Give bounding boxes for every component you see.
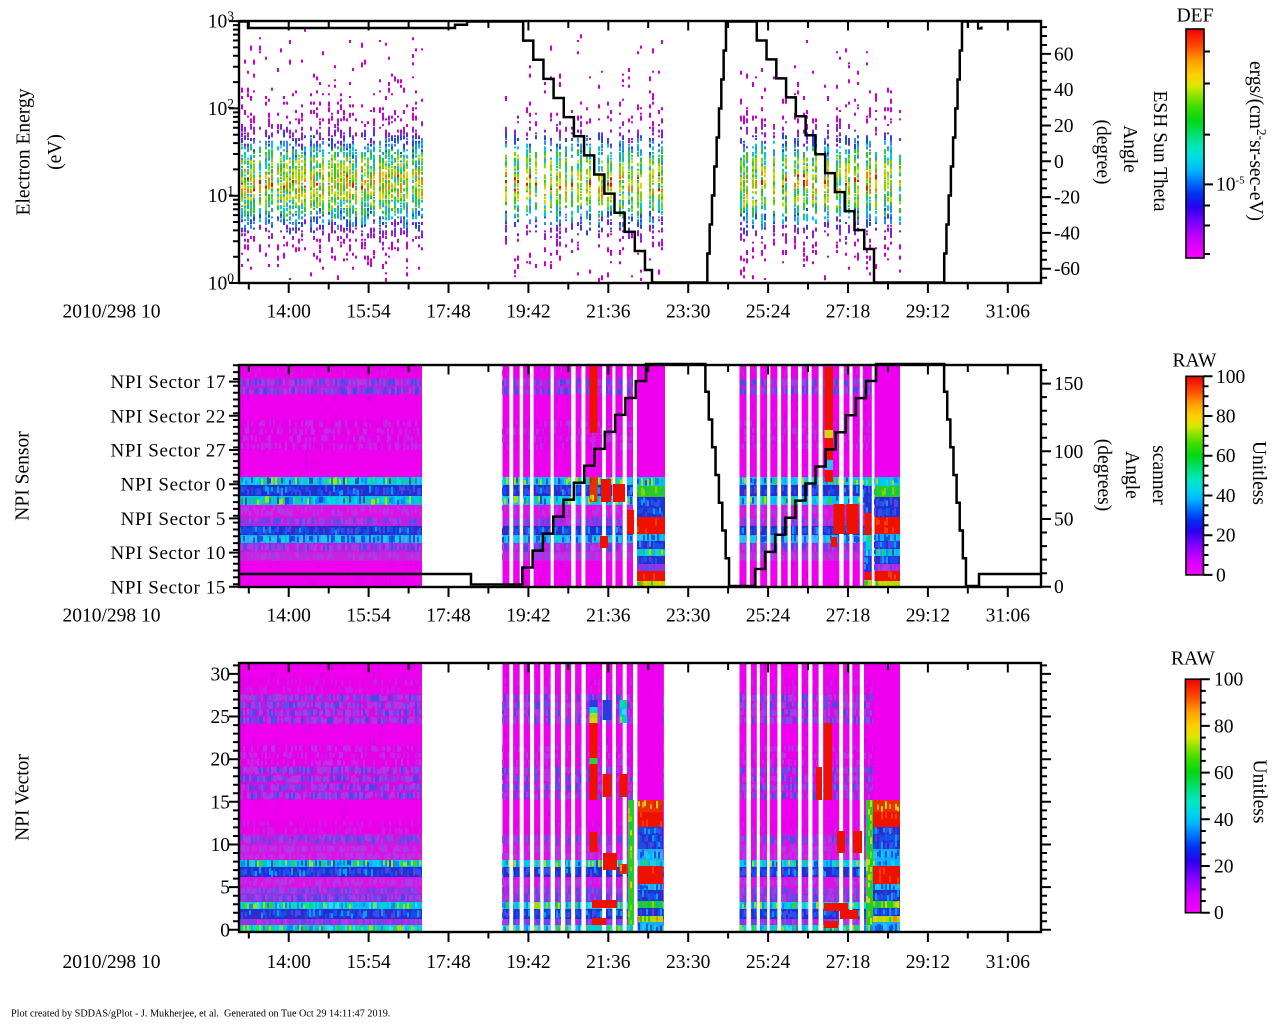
- svg-text:(eV): (eV): [45, 134, 66, 170]
- svg-text:21:36: 21:36: [586, 302, 631, 323]
- svg-text:40: 40: [1054, 80, 1074, 101]
- svg-text:23:30: 23:30: [666, 302, 710, 323]
- svg-text:100: 100: [1216, 367, 1245, 388]
- svg-text:60: 60: [1214, 763, 1234, 784]
- svg-text:17:48: 17:48: [426, 606, 470, 627]
- svg-text:150: 150: [1054, 374, 1083, 395]
- svg-text:0: 0: [1214, 903, 1224, 924]
- svg-text:31:06: 31:06: [986, 302, 1031, 323]
- svg-text:2010/298 10: 2010/298 10: [63, 302, 161, 323]
- svg-text:0: 0: [1054, 152, 1064, 173]
- svg-text:Electron Energy: Electron Energy: [14, 88, 35, 215]
- svg-text:NPI Sector 15: NPI Sector 15: [111, 577, 226, 598]
- svg-text:25: 25: [211, 707, 231, 728]
- svg-text:23:30: 23:30: [666, 606, 710, 627]
- svg-text:40: 40: [1214, 810, 1234, 831]
- svg-text:Unitless: Unitless: [1248, 441, 1269, 505]
- svg-text:10: 10: [211, 835, 231, 856]
- svg-text:15: 15: [211, 792, 231, 813]
- svg-text:(degree): (degree): [1092, 120, 1113, 185]
- svg-text:Unitless: Unitless: [1249, 760, 1270, 824]
- svg-text:30: 30: [211, 664, 231, 685]
- svg-text:RAW: RAW: [1171, 649, 1216, 670]
- svg-text:2010/298 10: 2010/298 10: [63, 952, 161, 973]
- svg-text:40: 40: [1216, 486, 1236, 507]
- svg-text:NPI Sector 22: NPI Sector 22: [111, 406, 226, 427]
- svg-text:100: 100: [1214, 670, 1243, 691]
- svg-text:25:24: 25:24: [746, 302, 791, 323]
- svg-text:scanner: scanner: [1148, 445, 1169, 505]
- svg-text:27:18: 27:18: [826, 302, 870, 323]
- svg-text:Plot created by SDDAS/gPlot -: Plot created by SDDAS/gPlot - J. Mukherj…: [11, 1009, 390, 1020]
- svg-text:20: 20: [1054, 116, 1074, 137]
- svg-text:14:00: 14:00: [266, 302, 310, 323]
- svg-text:20: 20: [211, 750, 231, 771]
- svg-text:Angle: Angle: [1119, 125, 1140, 173]
- svg-text:20: 20: [1216, 526, 1236, 547]
- svg-text:15:54: 15:54: [346, 952, 391, 973]
- svg-text:ergs/(cm2-sr-sec-eV): ergs/(cm2-sr-sec-eV): [1245, 61, 1269, 221]
- svg-text:25:24: 25:24: [746, 606, 791, 627]
- svg-text:RAW: RAW: [1173, 351, 1218, 372]
- svg-text:14:00: 14:00: [266, 606, 310, 627]
- svg-text:60: 60: [1216, 446, 1236, 467]
- svg-text:5: 5: [220, 878, 230, 899]
- svg-text:17:48: 17:48: [426, 952, 470, 973]
- svg-text:0: 0: [1216, 565, 1226, 586]
- svg-text:29:12: 29:12: [906, 952, 950, 973]
- svg-text:100: 100: [1054, 442, 1083, 463]
- svg-text:NPI Sector 10: NPI Sector 10: [111, 543, 226, 564]
- svg-text:-40: -40: [1054, 223, 1080, 244]
- svg-text:80: 80: [1216, 407, 1236, 428]
- svg-text:NPI Sensor: NPI Sensor: [13, 431, 34, 521]
- svg-text:31:06: 31:06: [986, 606, 1031, 627]
- svg-text:NPI Vector: NPI Vector: [13, 754, 34, 841]
- svg-text:-60: -60: [1054, 259, 1080, 280]
- svg-text:20: 20: [1214, 857, 1234, 878]
- svg-text:50: 50: [1054, 510, 1074, 531]
- svg-text:27:18: 27:18: [826, 606, 870, 627]
- svg-text:21:36: 21:36: [586, 952, 631, 973]
- svg-text:25:24: 25:24: [746, 952, 791, 973]
- svg-text:NPI Sector 17: NPI Sector 17: [111, 372, 226, 393]
- svg-text:31:06: 31:06: [986, 952, 1031, 973]
- svg-text:DEF: DEF: [1177, 6, 1214, 27]
- svg-text:0: 0: [1054, 577, 1064, 598]
- svg-text:19:42: 19:42: [506, 302, 550, 323]
- svg-text:-20: -20: [1054, 188, 1080, 209]
- svg-text:ESH Sun Theta: ESH Sun Theta: [1149, 91, 1170, 212]
- svg-text:(degrees): (degrees): [1093, 439, 1114, 512]
- svg-text:0: 0: [220, 920, 230, 941]
- svg-text:19:42: 19:42: [506, 952, 550, 973]
- svg-text:21:36: 21:36: [586, 606, 631, 627]
- svg-text:17:48: 17:48: [426, 302, 470, 323]
- svg-text:29:12: 29:12: [906, 302, 950, 323]
- svg-text:27:18: 27:18: [826, 952, 870, 973]
- svg-text:NPI Sector 5: NPI Sector 5: [121, 509, 226, 530]
- svg-text:29:12: 29:12: [906, 606, 950, 627]
- svg-text:80: 80: [1214, 716, 1234, 737]
- svg-text:2010/298 10: 2010/298 10: [63, 606, 161, 627]
- svg-text:NPI Sector 0: NPI Sector 0: [121, 475, 226, 496]
- svg-text:23:30: 23:30: [666, 952, 710, 973]
- svg-text:14:00: 14:00: [266, 952, 310, 973]
- svg-text:15:54: 15:54: [346, 606, 391, 627]
- svg-text:60: 60: [1054, 44, 1074, 65]
- svg-text:NPI Sector 27: NPI Sector 27: [111, 441, 226, 462]
- svg-text:Angle: Angle: [1121, 451, 1142, 499]
- svg-text:19:42: 19:42: [506, 606, 550, 627]
- svg-text:15:54: 15:54: [346, 302, 391, 323]
